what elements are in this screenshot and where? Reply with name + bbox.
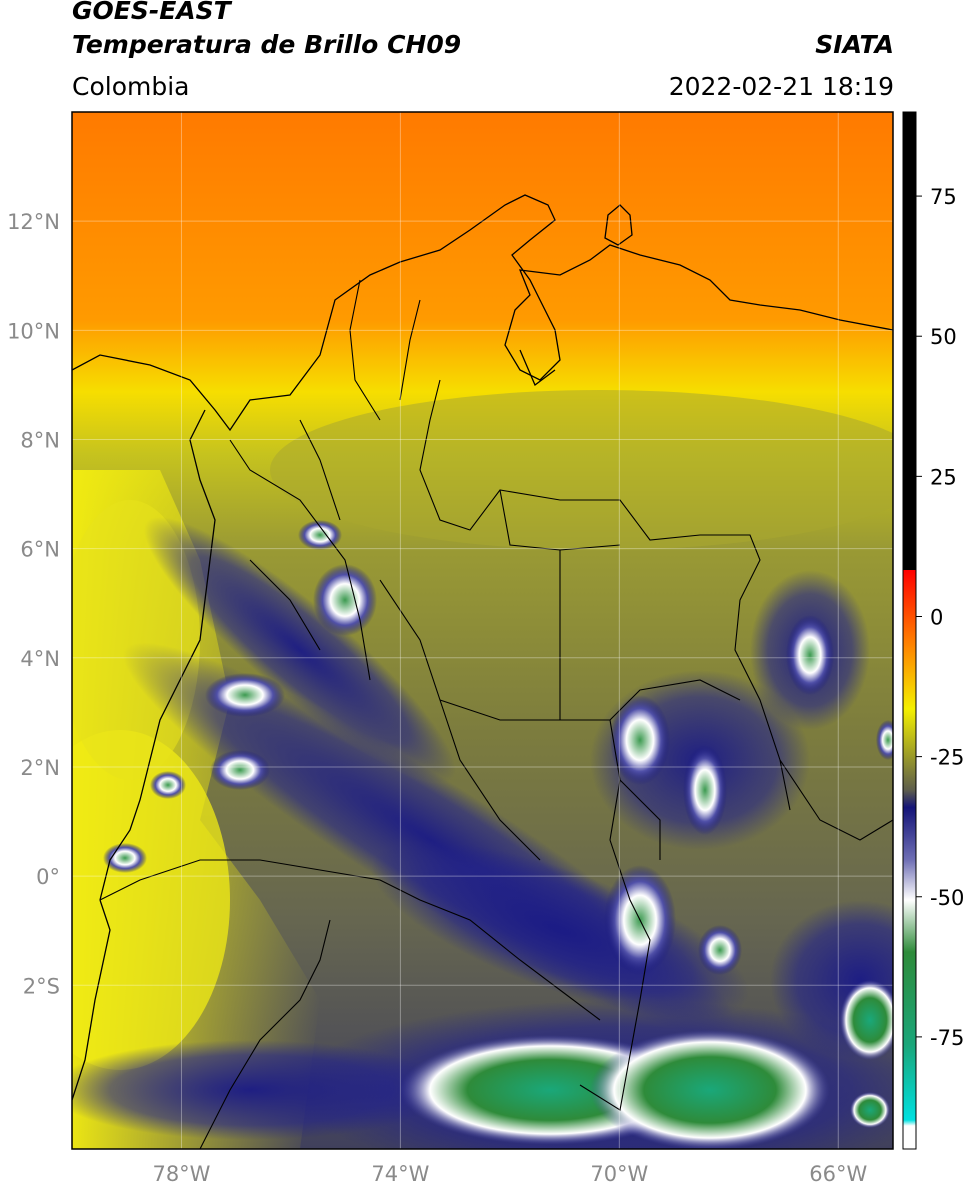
map-frame [71,111,894,1150]
lat-tick-label: 2°S [23,974,60,998]
colorbar-tick-label: -25 [930,746,964,770]
satellite-title: GOES-EAST [72,0,231,25]
colorbar-ticks: 75 50 25 0 -25 -50 -75 [916,185,964,1050]
lat-tick-label: 2°N [20,756,60,780]
colorbar: 75 50 25 0 -25 -50 -75 [902,111,964,1150]
datetime-label: 2022-02-21 18:19 [668,72,894,101]
graticule [72,112,893,1149]
lat-tick-label: 10°N [7,319,60,343]
brightness-field [72,112,893,1149]
colorbar-tick-label: 75 [930,185,957,209]
lon-tick-label: 78°W [152,1162,210,1186]
lon-tick-label: 70°W [590,1162,648,1186]
product-title: Temperatura de Brillo CH09 [72,30,462,59]
agency-label: SIATA [815,30,894,59]
lon-tick-label: 66°W [809,1162,867,1186]
colorbar-frame [902,111,917,1150]
region-label: Colombia [72,72,190,101]
lat-tick-label: 12°N [7,210,60,234]
lat-tick-label: 4°N [20,647,60,671]
colorbar-black-segment [903,112,916,570]
lon-tick-label: 74°W [371,1162,429,1186]
colorbar-tick-label: 25 [930,465,957,489]
lat-tick-label: 0° [36,865,60,889]
lat-tick-label: 6°N [20,538,60,562]
colorbar-tick-label: 50 [930,325,957,349]
latitude-labels: 12°N 10°N 8°N 6°N 4°N 2°N 0° 2°S [7,210,60,998]
colorbar-tick-label: -50 [930,886,964,910]
colorbar-tick-label: -75 [930,1026,964,1050]
colorbar-tick-label: 0 [930,605,943,629]
coastlines [72,194,893,1101]
colorbar-gradient [903,570,916,1149]
longitude-labels: 78°W 74°W 70°W 66°W [152,1162,867,1186]
country-borders [99,279,893,1149]
lat-tick-label: 8°N [20,428,60,452]
